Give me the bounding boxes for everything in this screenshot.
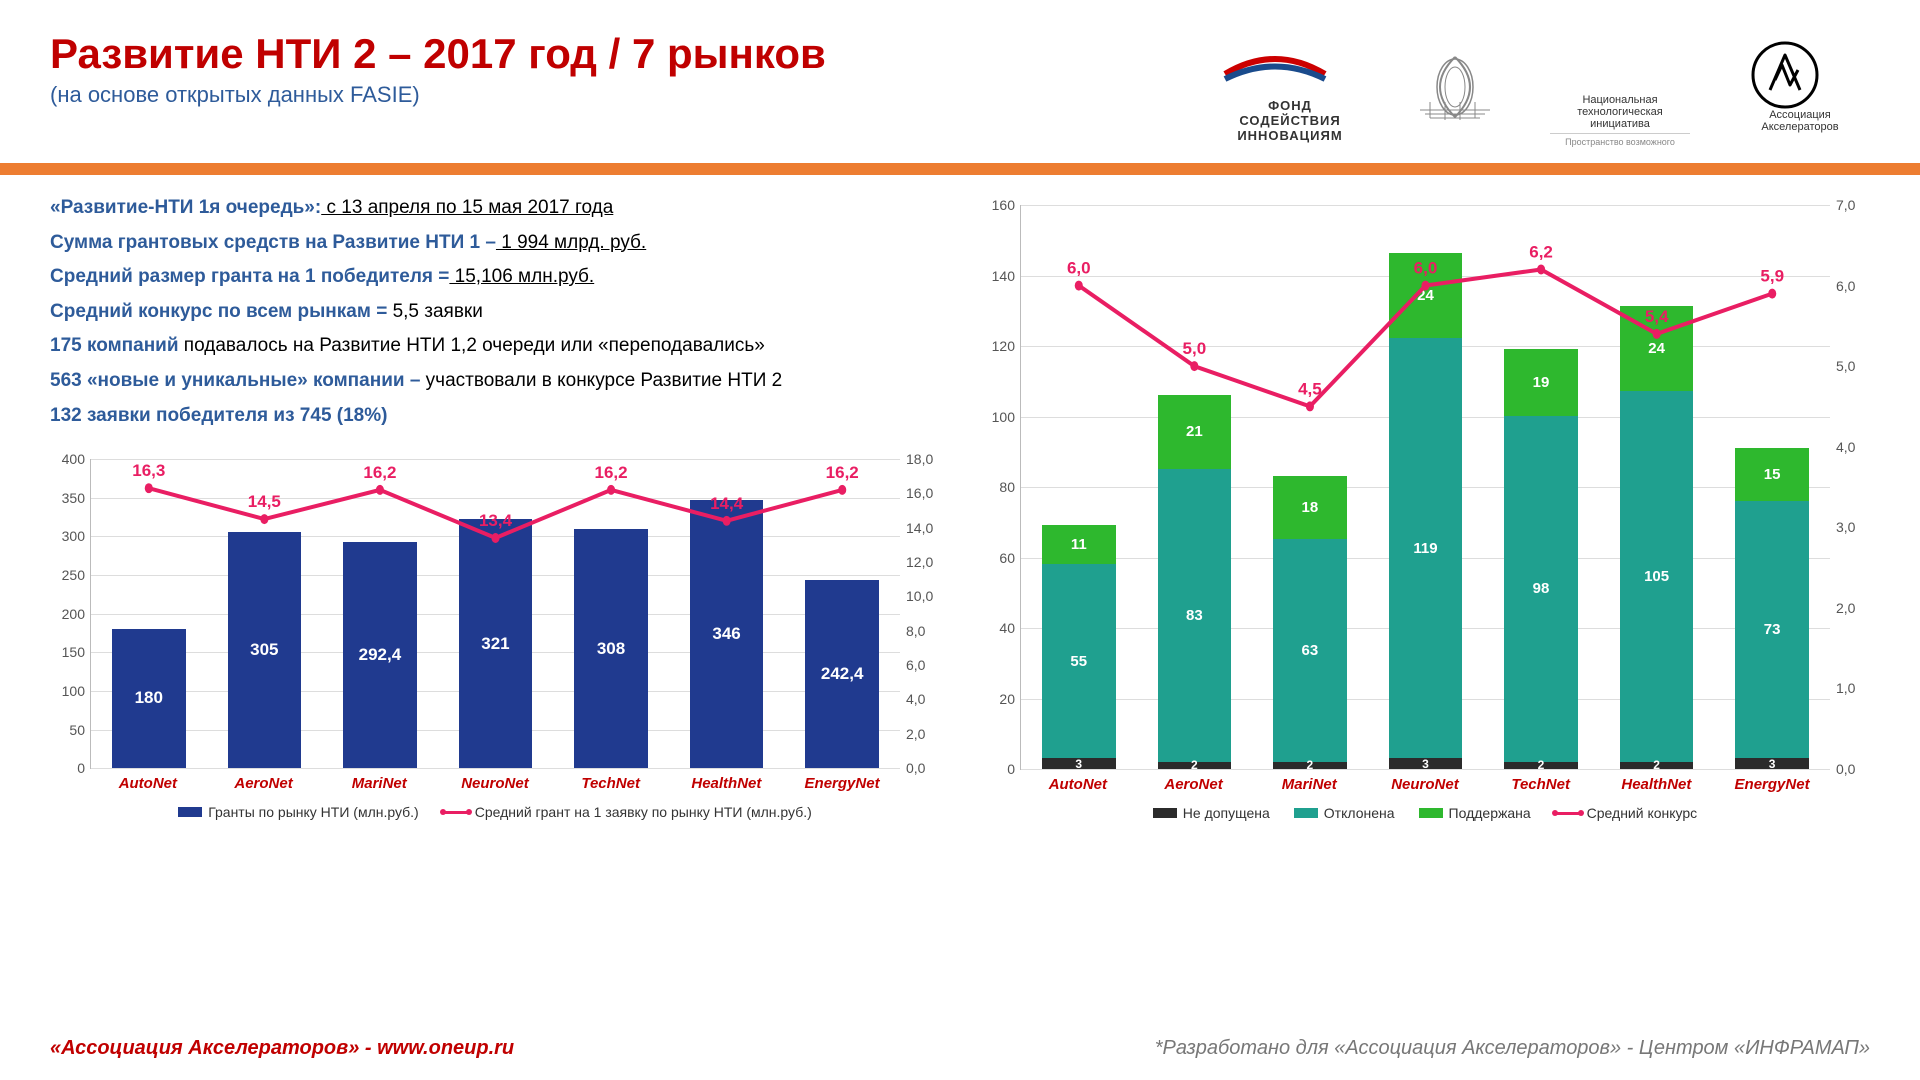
ytick-right: 4,0 (1830, 439, 1855, 455)
ytick-right: 6,0 (900, 657, 925, 673)
line-value-label: 5,0 (1183, 339, 1207, 358)
line-value-label: 5,4 (1645, 307, 1669, 326)
chart-left: 0501001502002503003504000,02,04,06,08,01… (50, 459, 940, 820)
category-label: NeuroNet (442, 775, 547, 792)
line-value-label: 6,0 (1067, 259, 1091, 278)
category-label: HealthNet (674, 775, 779, 792)
ytick-right: 8,0 (900, 623, 925, 639)
category-label: EnergyNet (1719, 776, 1824, 793)
category-label: NeuroNet (1372, 776, 1477, 793)
ytick-right: 3,0 (1830, 519, 1855, 535)
logo: Ассоциация Акселераторов (1730, 45, 1870, 133)
legend-item: Гранты по рынку НТИ (млн.руб.) (178, 804, 419, 820)
ytick-left: 60 (999, 550, 1021, 566)
category-label: MariNet (1257, 776, 1362, 793)
ytick-left: 200 (62, 606, 91, 622)
ytick-right: 12,0 (900, 554, 933, 570)
divider-bar (0, 163, 1920, 175)
ytick-right: 14,0 (900, 520, 933, 536)
fact-line: 132 заявки победителя из 745 (18%) (50, 403, 940, 430)
ytick-right: 5,0 (1830, 358, 1855, 374)
ytick-right: 10,0 (900, 588, 933, 604)
ytick-left: 50 (69, 722, 91, 738)
ytick-left: 120 (992, 338, 1021, 354)
logo: ФОНД СОДЕЙСТВИЯ ИННОВАЦИЯМ (1220, 34, 1360, 143)
legend-item: .legend-ln::before,.legend-ln::after{bac… (443, 804, 812, 820)
ytick-left: 250 (62, 567, 91, 583)
fact-line: 563 «новые и уникальные» компании – учас… (50, 368, 940, 395)
ytick-right: 6,0 (1830, 278, 1855, 294)
line-value-label: 6,0 (1414, 259, 1438, 278)
ytick-left: 0 (1007, 761, 1021, 777)
ytick-right: 7,0 (1830, 197, 1855, 213)
category-label: EnergyNet (789, 775, 894, 792)
line-value-label: 16,2 (826, 463, 859, 482)
header: Развитие НТИ 2 – 2017 год / 7 рынков (на… (0, 0, 1920, 157)
line-value-label: 16,2 (363, 463, 396, 482)
fact-line: Средний размер гранта на 1 победителя = … (50, 264, 940, 291)
fact-line: 175 компаний подавалось на Развитие НТИ … (50, 333, 940, 360)
category-label: AeroNet (211, 775, 316, 792)
line-value-label: 13,4 (479, 511, 513, 530)
category-label: MariNet (327, 775, 432, 792)
ytick-right: 4,0 (900, 691, 925, 707)
ytick-left: 100 (992, 409, 1021, 425)
fact-line: Сумма грантовых средств на Развитие НТИ … (50, 230, 940, 257)
logo: Национальная технологическая инициативаП… (1550, 30, 1690, 147)
logos: ФОНД СОДЕЙСТВИЯ ИННОВАЦИЯМ Национальная т… (1220, 30, 1870, 147)
ytick-left: 160 (992, 197, 1021, 213)
line-value-label: 16,3 (132, 461, 165, 480)
fact-line: «Развитие-НТИ 1я очередь»: с 13 апреля п… (50, 195, 940, 222)
line-value-label: 14,4 (710, 494, 744, 513)
logo (1400, 57, 1510, 121)
ytick-left: 0 (77, 760, 91, 776)
category-label: AutoNet (95, 775, 200, 792)
line-value-label: 6,2 (1529, 242, 1553, 261)
category-label: AeroNet (1141, 776, 1246, 793)
ytick-left: 400 (62, 451, 91, 467)
ytick-right: 2,0 (900, 726, 925, 742)
page-title: Развитие НТИ 2 – 2017 год / 7 рынков (50, 30, 1220, 78)
ytick-right: 16,0 (900, 485, 933, 501)
ytick-left: 40 (999, 620, 1021, 636)
ytick-right: 1,0 (1830, 680, 1855, 696)
ytick-left: 80 (999, 479, 1021, 495)
category-label: AutoNet (1025, 776, 1130, 793)
ytick-left: 100 (62, 683, 91, 699)
ytick-left: 150 (62, 644, 91, 660)
fact-line: Средний конкурс по всем рынкам = 5,5 зая… (50, 299, 940, 326)
category-label: TechNet (1488, 776, 1593, 793)
facts-list: «Развитие-НТИ 1я очередь»: с 13 апреля п… (50, 195, 940, 429)
line-value-label: 16,2 (595, 463, 628, 482)
ytick-left: 20 (999, 691, 1021, 707)
category-label: TechNet (558, 775, 663, 792)
legend-item: Отклонена (1294, 805, 1395, 821)
category-label: HealthNet (1604, 776, 1709, 793)
footer: «Ассоциация Акселераторов» - www.oneup.r… (0, 1037, 1920, 1060)
ytick-right: 0,0 (1830, 761, 1855, 777)
footer-right: *Разработано для «Ассоциация Акселератор… (1155, 1037, 1870, 1060)
ytick-left: 300 (62, 528, 91, 544)
legend-item: Не допущена (1153, 805, 1270, 821)
legend-item: Поддержана (1419, 805, 1531, 821)
chart-right: 0204060801001201401600,01,02,03,04,05,06… (980, 205, 1870, 821)
page-subtitle: (на основе открытых данных FASIE) (50, 82, 1220, 108)
ytick-left: 140 (992, 268, 1021, 284)
line-value-label: 4,5 (1298, 379, 1322, 398)
ytick-right: 18,0 (900, 451, 933, 467)
ytick-right: 2,0 (1830, 600, 1855, 616)
ytick-right: 0,0 (900, 760, 925, 776)
ytick-left: 350 (62, 490, 91, 506)
line-value-label: 5,9 (1760, 267, 1784, 286)
legend-item: .legend-ln::before,.legend-ln::after{bac… (1555, 805, 1698, 821)
footer-left: «Ассоциация Акселераторов» - www.oneup.r… (50, 1037, 514, 1060)
line-value-label: 14,5 (248, 492, 281, 511)
